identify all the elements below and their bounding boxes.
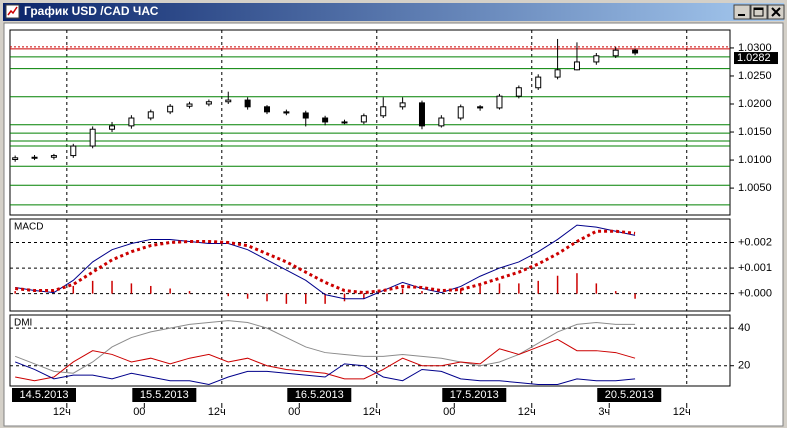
candle-body [50,155,57,158]
candle-body [283,111,290,114]
candle-body [186,103,193,107]
x-tick-label: 00 [288,406,300,418]
candle-body [418,102,425,127]
x-tick-label: 00 [443,406,455,418]
y-tick-label: 1.0200 [738,98,772,110]
close-button[interactable] [767,4,785,20]
y-tick-label: 20 [738,360,750,372]
date-label: 17.5.2013 [450,389,499,401]
panel-frame [9,29,731,216]
y-tick-label: +0.001 [738,262,772,274]
panel-title: MACD [14,222,43,233]
y-tick-label: 1.0150 [738,126,772,138]
candle-body [205,101,212,105]
date-label: 20.5.2013 [605,389,654,401]
candle-body [496,95,503,109]
y-tick-label: 40 [738,322,750,334]
candle-body [573,61,580,71]
date-box [132,388,197,402]
date-box [442,388,507,402]
last-price-box [734,52,778,65]
date-label: 15.5.2013 [140,389,189,401]
candle-body [89,128,96,147]
candle-body [554,69,561,78]
date-box [597,388,662,402]
panel-title: DMI [14,318,32,329]
candle-body [380,106,387,117]
date-box [287,388,352,402]
candle-body [477,106,484,109]
candle-body [341,121,348,124]
candle-body [128,117,135,127]
signal-line [15,229,636,295]
candle-body [515,87,522,97]
x-tick-label: 12ч [208,406,226,418]
candle-body [457,106,464,119]
y-tick-label: 1.0250 [738,70,772,82]
minimize-button[interactable] [733,4,751,20]
x-tick-label: 12ч [363,406,381,418]
x-tick-label: 12ч [518,406,536,418]
maximize-button[interactable] [750,4,768,20]
y-tick-label: +0.000 [738,288,772,300]
candle-body [264,106,271,113]
date-box [12,388,76,402]
candle-body [147,111,154,119]
y-tick-label: 1.0300 [738,42,772,54]
candle-body [109,125,116,130]
indicator-line [14,361,636,386]
candle-body [399,102,406,108]
candle-body [302,112,309,119]
candle-body [12,157,19,160]
date-label: 16.5.2013 [295,389,344,401]
candle-body [31,156,38,159]
x-tick-label: 12ч [53,406,71,418]
candle-body [167,105,174,113]
x-tick-label: 3ч [598,406,610,418]
candle-body [535,76,542,89]
y-tick-label: 1.0100 [738,154,772,166]
x-tick-label: 12ч [673,406,691,418]
panel-frame [9,314,731,387]
candle-body [225,99,232,103]
candle-body [70,145,77,157]
window-title: График USD /CAD ЧАС [24,4,159,18]
title-bar [3,3,784,21]
candle-body [593,55,600,63]
candle-body [438,117,445,127]
candle-body [632,49,639,54]
candle-body [244,99,251,108]
y-tick-label: 1.0050 [738,182,772,194]
date-label: 14.5.2013 [20,389,69,401]
indicator-line [15,224,636,300]
x-tick-label: 00 [133,406,145,418]
last-price-label: 1.0282 [737,52,771,64]
candle-body [612,49,619,57]
candle-body [360,115,367,123]
indicator-line [14,320,636,374]
y-tick-label: +0.002 [738,236,772,248]
indicator-line [15,338,636,382]
window-icon-line [7,6,18,16]
candle-body [322,117,329,123]
